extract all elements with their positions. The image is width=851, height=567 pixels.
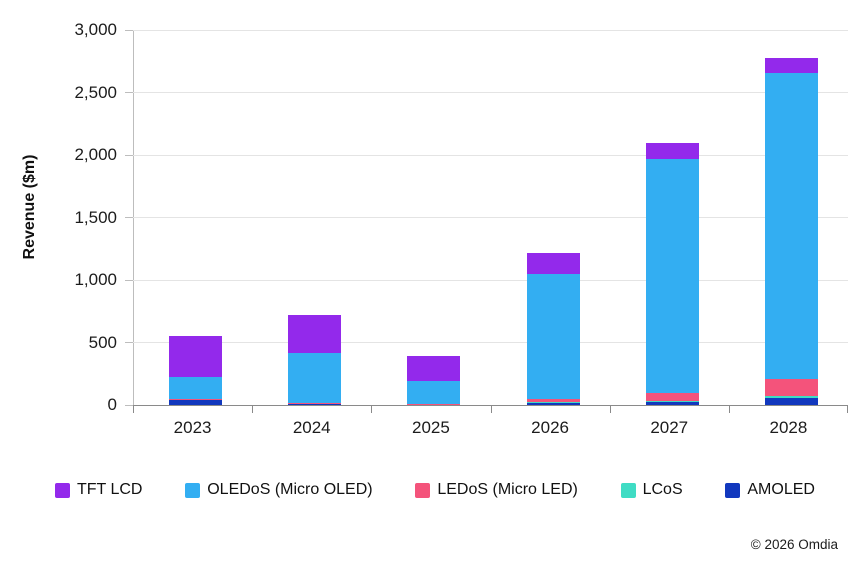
bar-2027 bbox=[645, 142, 699, 405]
x-axis-label-2026: 2026 bbox=[531, 418, 569, 437]
bar-segment-amoled-2023 bbox=[169, 400, 223, 405]
y-axis-tick bbox=[125, 29, 133, 31]
y-axis-tick bbox=[125, 342, 133, 343]
bar-segment-oledos-micro-oled--2023 bbox=[169, 376, 223, 399]
bar-segment-oledos-micro-oled--2026 bbox=[526, 274, 580, 399]
y-axis-title-text: Revenue ($m) bbox=[21, 154, 38, 260]
bar-segment-tft-lcd-2025 bbox=[407, 355, 461, 381]
legend-item-amoled: AMOLED bbox=[725, 481, 815, 499]
y-axis-tick-label: 2,500 bbox=[74, 82, 117, 102]
legend-swatch-icon bbox=[620, 482, 636, 498]
x-axis-tick bbox=[371, 406, 373, 413]
bar-2023 bbox=[169, 335, 223, 405]
bar-2028 bbox=[764, 57, 818, 405]
y-axis-tick-label: 1,500 bbox=[74, 207, 117, 227]
legend-label: TFT LCD bbox=[77, 481, 143, 498]
y-axis-tick bbox=[125, 404, 133, 406]
bar-segment-amoled-2028 bbox=[764, 397, 818, 405]
legend: TFT LCD OLEDoS (Micro OLED) LEDoS (Micro L… bbox=[55, 476, 815, 504]
x-axis-tick bbox=[252, 406, 254, 413]
bar-segment-oledos-micro-oled--2028 bbox=[764, 72, 818, 379]
bar-segment-amoled-2024 bbox=[288, 403, 342, 405]
gridline-2500 bbox=[133, 92, 848, 93]
y-axis-tick bbox=[125, 279, 133, 281]
x-axis-tick bbox=[133, 406, 134, 413]
x-axis-tick bbox=[847, 406, 848, 413]
y-axis-tick bbox=[125, 154, 133, 156]
bar-segment-tft-lcd-2026 bbox=[526, 253, 580, 275]
y-axis-tick-label: 0 bbox=[107, 395, 117, 414]
legend-item-lcos: LCoS bbox=[620, 481, 683, 499]
x-axis-label-2027: 2027 bbox=[650, 418, 689, 437]
y-axis-tick-label: 1,000 bbox=[74, 270, 117, 289]
bar-segment-ledos-micro-led--2026 bbox=[526, 398, 580, 402]
bar-segment-ledos-micro-led--2028 bbox=[764, 378, 818, 397]
bar-2024 bbox=[288, 315, 342, 405]
bar-segment-lcos-2028 bbox=[764, 396, 818, 398]
bar-segment-ledos-micro-led--2023 bbox=[169, 398, 223, 400]
bar-segment-lcos-2027 bbox=[645, 400, 699, 402]
legend-swatch-icon bbox=[415, 482, 431, 498]
y-axis-tick-label: 3,000 bbox=[74, 20, 117, 39]
bar-segment-tft-lcd-2024 bbox=[288, 315, 342, 353]
x-axis-label-2028: 2028 bbox=[769, 418, 808, 437]
legend-label: OLEDoS (Micro OLED) bbox=[207, 481, 373, 498]
x-axis-label-2025: 2025 bbox=[411, 418, 450, 437]
x-axis-label-2023: 2023 bbox=[173, 418, 212, 437]
legend-item-ledos-micro-led-: LEDoS (Micro LED) bbox=[415, 481, 578, 499]
x-axis-label-2024: 2024 bbox=[292, 418, 331, 437]
x-axis-tick bbox=[609, 406, 611, 413]
gridline-1000 bbox=[133, 279, 848, 281]
y-axis-tick-label: 500 bbox=[88, 332, 117, 352]
bar-segment-amoled-2025 bbox=[407, 404, 461, 405]
bar-segment-tft-lcd-2028 bbox=[764, 57, 818, 73]
legend-swatch-icon bbox=[725, 482, 741, 498]
x-axis-tick bbox=[490, 406, 492, 413]
legend-swatch-icon bbox=[55, 482, 70, 498]
y-axis-tick bbox=[125, 217, 133, 218]
gridline-2000 bbox=[133, 154, 848, 156]
y-axis-tick-label: 2,000 bbox=[74, 145, 117, 164]
bar-segment-lcos-2023 bbox=[169, 399, 223, 400]
x-axis-line bbox=[133, 405, 848, 406]
bar-segment-ledos-micro-led--2027 bbox=[645, 392, 699, 401]
legend-label: LCoS bbox=[642, 481, 683, 498]
legend-label: LEDoS (Micro LED) bbox=[437, 481, 578, 498]
gridline-3000 bbox=[133, 29, 848, 31]
x-axis-tick bbox=[728, 406, 730, 413]
legend-item-oledos-micro-oled-: OLEDoS (Micro OLED) bbox=[185, 481, 373, 499]
bar-2026 bbox=[526, 253, 580, 405]
bar-segment-oledos-micro-oled--2025 bbox=[407, 380, 461, 404]
legend-item-tft-lcd: TFT LCD bbox=[55, 481, 142, 499]
bar-segment-oledos-micro-oled--2024 bbox=[288, 352, 342, 403]
legend-label: AMOLED bbox=[747, 481, 815, 498]
bar-segment-tft-lcd-2027 bbox=[645, 142, 699, 159]
bar-segment-tft-lcd-2023 bbox=[169, 335, 223, 377]
legend-swatch-icon bbox=[185, 482, 201, 498]
copyright-note: © 2026 Omdia bbox=[750, 537, 838, 552]
gridline-1500 bbox=[133, 217, 848, 218]
gridline-500 bbox=[133, 342, 848, 343]
bar-segment-oledos-micro-oled--2027 bbox=[645, 158, 699, 393]
bar-segment-amoled-2027 bbox=[645, 401, 699, 405]
bar-2025 bbox=[407, 355, 461, 405]
bar-segment-lcos-2026 bbox=[526, 401, 580, 403]
bar-segment-amoled-2026 bbox=[526, 402, 580, 405]
plot-area bbox=[125, 29, 848, 413]
y-axis-tick bbox=[125, 92, 133, 93]
